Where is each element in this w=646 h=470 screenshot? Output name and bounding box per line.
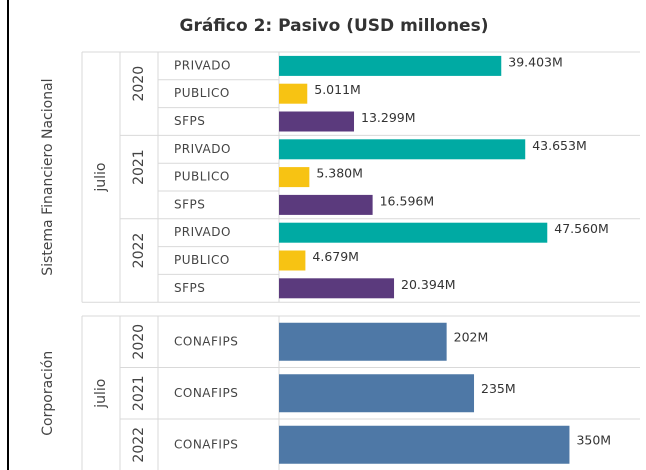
category-label: PUBLICO <box>174 86 230 100</box>
category-label: CONAFIPS <box>174 334 238 348</box>
value-label: 5.011M <box>314 82 361 97</box>
category-label: PRIVADO <box>174 142 231 156</box>
category-label: SFPS <box>174 114 205 128</box>
value-label: 39.403M <box>508 54 563 69</box>
bar <box>279 55 502 76</box>
category-label: SFPS <box>174 281 205 295</box>
year-label: 2020 <box>131 324 147 360</box>
value-label: 350M <box>576 432 611 447</box>
year-label: 2021 <box>131 375 147 411</box>
row-label: Sistema Financiero Nacional <box>40 78 56 275</box>
value-label: 4.679M <box>312 249 359 264</box>
row-label: Corporación <box>40 351 56 436</box>
value-label: 5.380M <box>316 166 363 181</box>
category-label: CONAFIPS <box>174 437 238 451</box>
year-label: 2022 <box>131 233 147 269</box>
bar <box>279 167 310 188</box>
bar <box>279 222 548 243</box>
value-label: 20.394M <box>401 277 456 292</box>
value-label: 43.653M <box>532 138 587 153</box>
category-label: PRIVADO <box>174 58 231 72</box>
value-label: 235M <box>481 381 516 396</box>
category-label: CONAFIPS <box>174 386 238 400</box>
month-label: julio <box>93 379 109 409</box>
year-label: 2022 <box>131 427 147 463</box>
bar <box>279 250 306 271</box>
bar <box>279 374 475 413</box>
category-label: PUBLICO <box>174 170 230 184</box>
value-label: 16.596M <box>380 193 435 208</box>
chart-title: Gráfico 2: Pasivo (USD millones) <box>180 16 489 36</box>
bar <box>279 425 570 464</box>
value-label: 202M <box>454 329 489 344</box>
bar <box>279 194 373 215</box>
category-label: PRIVADO <box>174 225 231 239</box>
category-label: SFPS <box>174 197 205 211</box>
month-label: julio <box>93 163 109 193</box>
bar <box>279 139 526 160</box>
value-label: 47.560M <box>554 221 609 236</box>
year-label: 2021 <box>131 149 147 185</box>
bar <box>279 111 355 132</box>
bar <box>279 278 395 299</box>
value-label: 13.299M <box>361 110 416 125</box>
category-label: PUBLICO <box>174 253 230 267</box>
bar <box>279 83 308 104</box>
bar <box>279 322 447 361</box>
year-label: 2020 <box>131 66 147 102</box>
